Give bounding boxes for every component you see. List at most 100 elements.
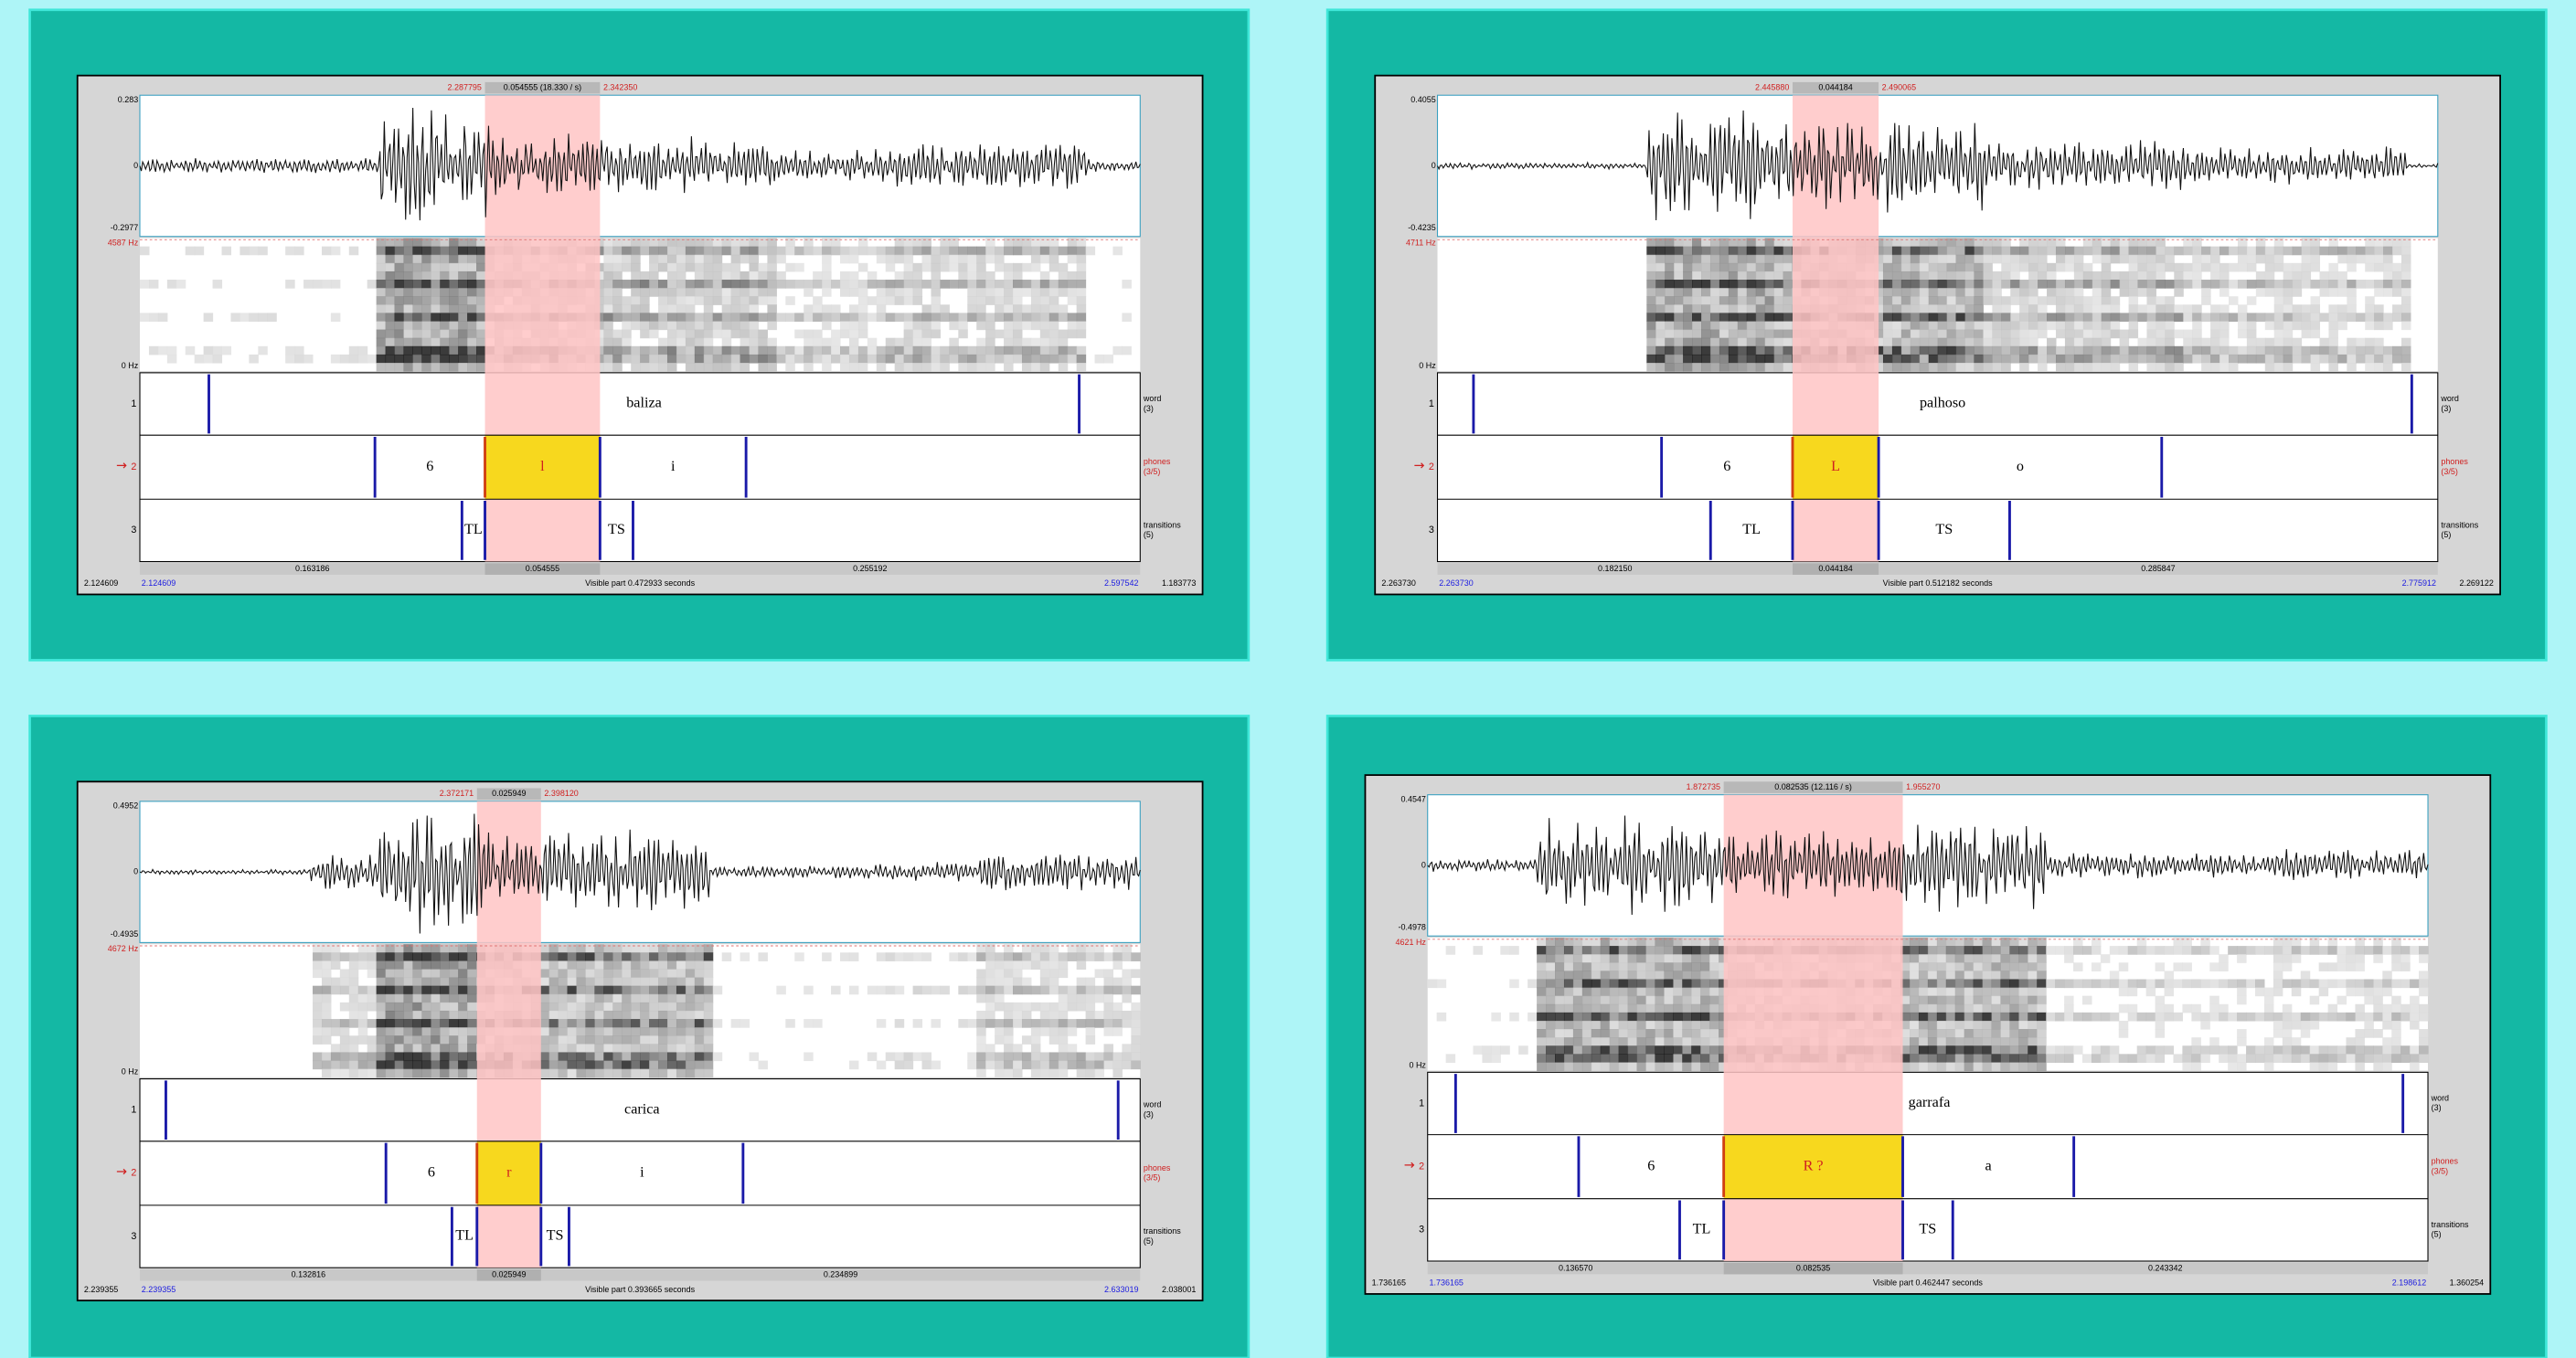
tier-name: transitions [1144, 520, 1181, 529]
spectrogram-cell [1040, 1027, 1049, 1036]
spectrogram-cell [704, 969, 713, 978]
spectrogram-cell [1674, 330, 1683, 339]
spectrogram-cell [922, 263, 931, 272]
spectrogram-cell [1783, 255, 1793, 264]
spectrogram-cell [2365, 304, 2374, 313]
spectrogram-cell [631, 322, 640, 331]
spectrogram-cell [1974, 288, 1983, 297]
amplitude-max: 0.4952 [113, 801, 138, 811]
spectrogram-cell [631, 1069, 640, 1078]
spectrogram-cell [2346, 1013, 2355, 1022]
spectrogram-cell [603, 296, 612, 305]
spectrogram-cell [2083, 271, 2092, 281]
spectrogram-cell [568, 960, 577, 970]
spectrogram-cell [2064, 1045, 2073, 1055]
spectrogram-cell [412, 263, 421, 272]
spectrogram-cell [386, 296, 395, 305]
spectrogram-cell [1013, 288, 1022, 297]
spectrogram-cell [377, 969, 386, 978]
spectrogram-cell [449, 304, 458, 313]
spectrogram-cell [1004, 1052, 1013, 1061]
spectrogram-cell [2037, 971, 2046, 980]
spectrogram-cell [1619, 1021, 1628, 1030]
spectrogram-cell [2355, 1029, 2364, 1038]
spectrogram-cell [1555, 971, 1564, 980]
spectrogram-cell [794, 330, 804, 339]
spectrogram-cell [640, 313, 649, 322]
spectrogram-cell [467, 330, 476, 339]
spectrogram-cell [2302, 313, 2311, 322]
spectrogram-cell [322, 969, 331, 978]
spectrogram-cell [2311, 263, 2320, 272]
spectrogram-cell [386, 1069, 395, 1078]
spectrogram-cell [658, 338, 667, 347]
spectrogram-cell [2383, 255, 2392, 264]
spectrogram-cell [612, 1003, 622, 1012]
spectrogram-cell [1783, 313, 1793, 322]
spectrogram-cell [868, 355, 877, 364]
spectrogram-cell [976, 1044, 985, 1053]
spectrogram-cell [2228, 979, 2237, 988]
spectrogram-cell [849, 322, 858, 331]
spectrogram-cell [1783, 322, 1793, 331]
spectrogram-cell [2200, 979, 2209, 988]
spectrogram-cell [585, 1011, 594, 1020]
spectrogram-cell [240, 313, 249, 322]
spectrogram-cell [1729, 263, 1738, 272]
spectrogram-cell [2328, 1045, 2337, 1055]
spectrogram-cell [667, 330, 676, 339]
spectrogram-cell [2373, 1004, 2382, 1013]
spectrogram-cell [1983, 979, 1992, 988]
spectrogram-cell [2283, 296, 2293, 305]
spectrogram-cell [2120, 313, 2129, 322]
spectrogram-cell [2373, 954, 2382, 963]
spectrogram-cell [1964, 946, 1974, 955]
spectrogram-cell [2010, 288, 2019, 297]
spectrogram-cell [868, 271, 877, 281]
spectrogram-cell [577, 1019, 586, 1028]
selection-duration: 0.044184 [1818, 83, 1852, 92]
spectrogram-cell [195, 355, 204, 364]
spectrogram-cell [1928, 946, 1937, 955]
spectrogram-cell [877, 247, 886, 256]
spectrogram-cell [913, 1019, 922, 1028]
spectrogram-cell [2092, 1045, 2101, 1055]
spectrogram-cell [2137, 1045, 2146, 1055]
spectrogram-cell [349, 346, 358, 355]
spectrogram-cell [1610, 979, 1619, 988]
spectrogram-cell [340, 952, 349, 961]
spectrogram-cell [686, 1061, 695, 1070]
spectrogram-cell [1610, 1054, 1619, 1063]
spectrogram-cell [2038, 330, 2047, 339]
spectrogram-cell [1992, 296, 2001, 305]
spectrogram-cell [731, 313, 740, 322]
spectrogram-cell [704, 313, 713, 322]
spectrogram-cell [2074, 330, 2083, 339]
spectrogram-cell [995, 1003, 1004, 1012]
spectrogram-cell [2001, 280, 2010, 289]
spectrogram-cell [2037, 954, 2046, 963]
spectrogram-cell [722, 247, 731, 256]
spectrogram-cell [1974, 330, 1983, 339]
spectrogram-cell [2028, 304, 2038, 313]
spectrogram-cell [931, 346, 940, 355]
spectrogram-cell [403, 296, 412, 305]
spectrogram-cell [831, 986, 840, 995]
spectrogram-cell [2073, 946, 2082, 955]
spectrogram-cell [421, 1052, 431, 1061]
spectrogram-cell [1582, 979, 1591, 988]
spectrogram-cell [367, 1044, 377, 1053]
spectrogram-cell [403, 969, 412, 978]
spectrogram-cell [431, 986, 440, 995]
spectrogram-cell [2328, 346, 2337, 355]
spectrogram-cell [1049, 346, 1059, 355]
spectrogram-cell [2273, 954, 2283, 963]
spectrogram-cell [695, 1052, 704, 1061]
spectrogram-cell [2174, 247, 2183, 256]
spectrogram-cell [1700, 1045, 1709, 1055]
spectrogram-cell [258, 247, 267, 256]
spectrogram-cell [958, 346, 967, 355]
spectrogram-cell [967, 263, 976, 272]
spectrogram-cell [421, 1003, 431, 1012]
spectrogram-cell [2219, 304, 2229, 313]
